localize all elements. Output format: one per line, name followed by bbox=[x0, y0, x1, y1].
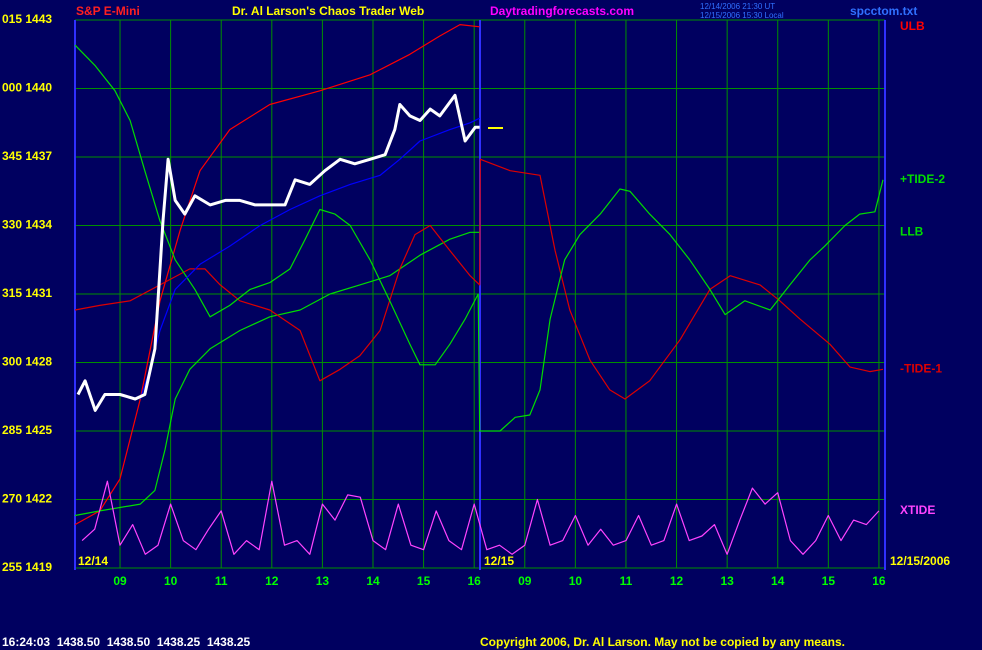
y-tick-label: 015 1443 bbox=[2, 12, 52, 26]
series-label: +TIDE-2 bbox=[900, 172, 945, 186]
y-tick-label: 345 1437 bbox=[2, 149, 52, 163]
x-tick-label: 09 bbox=[113, 574, 127, 588]
series-line bbox=[74, 44, 884, 432]
x-tick-label: 14 bbox=[366, 574, 380, 588]
x-tick-label: 15 bbox=[822, 574, 836, 588]
x-tick-label: 14 bbox=[771, 574, 785, 588]
x-tick-label: 15 bbox=[417, 574, 431, 588]
x-tick-label: 10 bbox=[164, 574, 178, 588]
timestamp: 12/15/2006 15:30 Local bbox=[700, 11, 784, 20]
x-tick-label: 13 bbox=[720, 574, 734, 588]
x-tick-label: 13 bbox=[316, 574, 330, 588]
x-tick-label: 12 bbox=[265, 574, 279, 588]
series-label: -TIDE-1 bbox=[900, 362, 942, 376]
y-tick-label: 255 1419 bbox=[2, 560, 52, 574]
x-tick-label: 16 bbox=[872, 574, 886, 588]
y-tick-label: 270 1422 bbox=[2, 492, 52, 506]
x-tick-label: 10 bbox=[569, 574, 583, 588]
copyright: Copyright 2006, Dr. Al Larson. May not b… bbox=[480, 635, 845, 649]
x-tick-label: 11 bbox=[215, 574, 228, 588]
timestamp: 12/14/2006 21:30 UT bbox=[700, 2, 775, 11]
date-label: 12/15 bbox=[484, 554, 514, 568]
x-tick-label: 11 bbox=[620, 574, 633, 588]
chart-title: Dr. Al Larson's Chaos Trader Web bbox=[232, 4, 424, 18]
series-line bbox=[81, 480, 880, 555]
symbol: S&P E-Mini bbox=[76, 4, 140, 18]
file-name: spcctom.txt bbox=[850, 4, 917, 18]
y-tick-label: 300 1428 bbox=[2, 355, 52, 369]
date-label: 12/14 bbox=[78, 554, 108, 568]
x-tick-label: 12 bbox=[670, 574, 684, 588]
series-group bbox=[74, 24, 884, 555]
price-line bbox=[76, 93, 480, 412]
x-tick-label: 16 bbox=[468, 574, 482, 588]
y-tick-label: 330 1434 bbox=[2, 218, 52, 232]
date-label: 12/15/2006 bbox=[890, 554, 950, 568]
y-tick-label: 000 1440 bbox=[2, 81, 52, 95]
series-label: XTIDE bbox=[900, 503, 935, 517]
series-line bbox=[74, 24, 480, 526]
status-line: 16:24:03 1438.50 1438.50 1438.25 1438.25 bbox=[2, 635, 251, 649]
y-tick-label: 285 1425 bbox=[2, 423, 52, 437]
series-line bbox=[139, 117, 480, 400]
y-tick-label: 315 1431 bbox=[2, 286, 52, 300]
x-tick-label: 09 bbox=[518, 574, 532, 588]
series-label: ULB bbox=[900, 19, 925, 33]
series-line bbox=[74, 158, 884, 400]
site: Daytradingforecasts.com bbox=[490, 4, 634, 18]
series-label: LLB bbox=[900, 225, 924, 239]
series-line bbox=[74, 231, 480, 517]
